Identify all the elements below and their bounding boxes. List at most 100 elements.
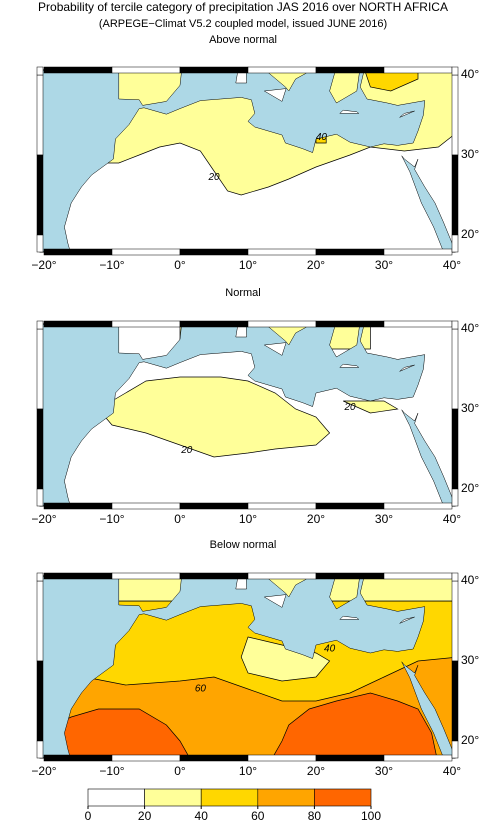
- x-tick-label: 0°: [174, 764, 186, 778]
- frame-band: [451, 572, 459, 582]
- frame-band: [383, 502, 453, 510]
- map-panel: 40 60 −20° −10° 0° 10° 20° 30° 40° 20° 30° 40°: [31, 572, 479, 778]
- frame-band: [43, 66, 113, 74]
- frame-band: [43, 502, 113, 510]
- x-tick-label: −20°: [31, 764, 56, 778]
- frame-band: [36, 572, 44, 582]
- probability-area: [364, 70, 419, 92]
- panel-title: Below normal: [210, 539, 277, 551]
- x-tick-label: 0°: [174, 258, 186, 272]
- frame-band: [36, 328, 44, 410]
- frame-band: [179, 248, 249, 256]
- frame-band: [111, 502, 181, 510]
- frame-band: [451, 234, 459, 253]
- frame-band: [315, 320, 385, 328]
- frame-band: [111, 320, 181, 328]
- x-tick-label: −10°: [99, 258, 124, 272]
- frame-band: [36, 234, 44, 253]
- sea: [401, 661, 455, 758]
- panel-title: Above normal: [209, 34, 277, 46]
- frame-band: [179, 320, 249, 328]
- x-tick-label: 30°: [375, 512, 393, 526]
- colorbar-tick-label: 80: [308, 809, 322, 823]
- y-tick-label: 30°: [461, 147, 479, 161]
- x-tick-label: −10°: [99, 764, 124, 778]
- y-tick-label: 30°: [461, 401, 479, 415]
- colorbar-tick-label: 0: [85, 809, 92, 823]
- x-tick-label: −20°: [31, 512, 56, 526]
- probability-area: [271, 692, 438, 758]
- colorbar-segment: [314, 788, 372, 807]
- map-panel: 20 40 −20° −10° 0° 10° 20° 30° 40° 20° 30° 40°: [31, 66, 479, 272]
- frame-band: [247, 502, 317, 510]
- probability-area: [97, 376, 331, 458]
- map-body: [40, 70, 455, 252]
- frame-band: [451, 154, 459, 236]
- x-tick-label: 40°: [443, 764, 461, 778]
- frame-band: [383, 66, 453, 74]
- colorbar-segment: [87, 788, 145, 807]
- frame-band: [451, 320, 459, 330]
- island: [263, 594, 287, 608]
- contour-label: 60: [195, 684, 207, 695]
- frame-band: [111, 66, 181, 74]
- frame-band: [247, 248, 317, 256]
- y-tick-label: 20°: [461, 733, 479, 747]
- frame-band: [36, 154, 44, 236]
- colorbar-segment: [200, 788, 259, 807]
- frame-band: [451, 580, 459, 662]
- frame-band: [36, 660, 44, 742]
- map-body: [40, 576, 455, 758]
- x-tick-label: 40°: [443, 512, 461, 526]
- y-tick-label: 40°: [461, 321, 479, 335]
- frame-band: [179, 754, 249, 762]
- frame-band: [315, 502, 385, 510]
- y-tick-label: 40°: [461, 573, 479, 587]
- contour-label: 40: [324, 644, 336, 655]
- frame-band: [315, 572, 385, 580]
- x-tick-label: 20°: [307, 258, 325, 272]
- frame-band: [451, 66, 459, 76]
- contour-label: 40: [316, 132, 328, 143]
- sea: [401, 409, 455, 506]
- frame-band: [247, 66, 317, 74]
- probability-area: [40, 708, 191, 758]
- frame-band: [247, 754, 317, 762]
- frame-band: [36, 408, 44, 490]
- frame-band: [43, 754, 113, 762]
- island: [339, 363, 360, 368]
- y-tick-label: 20°: [461, 227, 479, 241]
- contour-label: 20: [207, 172, 220, 183]
- contour-label: 20: [343, 402, 356, 413]
- frame-band: [451, 74, 459, 156]
- x-tick-label: 30°: [375, 258, 393, 272]
- x-tick-label: 30°: [375, 764, 393, 778]
- frame-band: [451, 408, 459, 490]
- frame-band: [36, 488, 44, 507]
- y-tick-label: 20°: [461, 481, 479, 495]
- x-tick-label: 20°: [307, 512, 325, 526]
- frame-band: [451, 488, 459, 507]
- frame-band: [451, 660, 459, 742]
- frame-band: [315, 754, 385, 762]
- island: [339, 109, 360, 114]
- x-tick-label: 10°: [239, 512, 257, 526]
- x-tick-label: 40°: [443, 258, 461, 272]
- colorbar-tick-label: 20: [138, 809, 152, 823]
- colorbar-segment: [257, 788, 315, 807]
- figure-title: Probability of tercile category of preci…: [38, 0, 448, 14]
- frame-band: [36, 66, 44, 76]
- frame-band: [315, 66, 385, 74]
- colorbar-tick-label: 100: [361, 809, 381, 823]
- island: [339, 615, 360, 620]
- colorbar-tick-label: 40: [195, 809, 209, 823]
- island: [399, 110, 415, 118]
- x-tick-label: 10°: [239, 764, 257, 778]
- map-panel: 20 20 −20° −10° 0° 10° 20° 30° 40° 20° 30° 40°: [31, 320, 479, 526]
- frame-band: [111, 248, 181, 256]
- frame-band: [383, 754, 453, 762]
- frame-band: [111, 754, 181, 762]
- frame-band: [111, 572, 181, 580]
- island: [399, 616, 415, 624]
- frame-band: [36, 74, 44, 156]
